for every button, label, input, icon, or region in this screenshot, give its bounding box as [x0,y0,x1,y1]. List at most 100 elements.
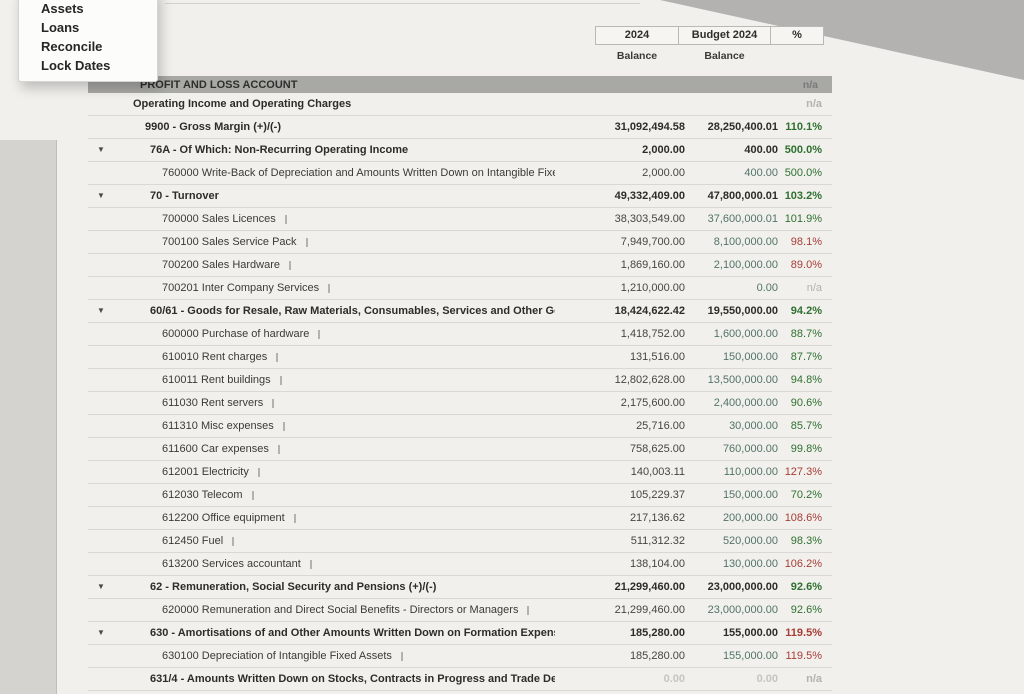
account-label: 611310 Misc expenses [88,420,555,432]
balance-2024-value: 25,716.00 [636,420,685,432]
account-label: 700000 Sales Licences [88,213,555,225]
column-header-2024[interactable]: 2024 [595,26,679,45]
info-marker-icon[interactable] [251,490,254,500]
balance-2024-value: 0.00 [663,673,685,685]
balance-budget-value: 2,400,000.00 [713,397,778,409]
balance-2024-value: 140,003.11 [630,466,685,478]
table-row[interactable]: 612450 Fuel 511,312.32 520,000.00 98.3% [88,530,832,553]
account-label: 612030 Telecom [88,489,555,501]
table-row[interactable]: 620000 Remuneration and Direct Social Be… [88,599,832,622]
table-row[interactable]: 9900 - Gross Margin (+)/(-) 31,092,494.58… [88,116,832,139]
info-marker-icon[interactable] [309,559,312,569]
balance-budget-value: 23,000,000.00 [707,604,778,616]
info-marker-icon[interactable] [328,283,331,293]
info-marker-icon[interactable] [289,260,292,270]
account-label-text: 612200 Office equipment [162,512,285,524]
account-label: 600000 Purchase of hardware [88,328,555,340]
table-row[interactable]: 700200 Sales Hardware 1,869,160.00 2,100,0… [88,254,832,277]
column-header-budget-2024[interactable]: Budget 2024 [678,26,771,45]
table-row[interactable]: 612001 Electricity 140,003.11 110,000.00 12… [88,461,832,484]
account-label: 610010 Rent charges [88,351,555,363]
account-label: 62 - Remuneration, Social Security and P… [88,581,555,593]
table-row[interactable]: ▼ 62 - Remuneration, Social Security and … [88,576,832,599]
table-row[interactable]: 610010 Rent charges 131,516.00 150,000.00 8… [88,346,832,369]
table-row[interactable]: 611310 Misc expenses 25,716.00 30,000.00 85… [88,415,832,438]
menu-item-assets[interactable]: Assets [41,1,84,16]
info-marker-icon[interactable] [272,398,275,408]
table-row[interactable]: 611030 Rent servers 2,175,600.00 2,400,000… [88,392,832,415]
table-row[interactable]: 700100 Sales Service Pack 7,949,700.00 8,1… [88,231,832,254]
info-marker-icon[interactable] [279,375,282,385]
table-row[interactable]: ▼ 70 - Turnover 49,332,409.00 47,800,000.01… [88,185,832,208]
menu-item-loans[interactable]: Loans [41,20,80,35]
balance-2024-value: 185,280.00 [629,627,685,639]
expand-arrow-icon[interactable]: ▼ [97,582,105,591]
menu-item-reconcile[interactable]: Reconcile [41,39,103,54]
info-marker-icon[interactable] [276,352,279,362]
expand-arrow-icon[interactable]: ▼ [97,191,105,200]
table-row[interactable]: ▼ 76A - Of Which: Non-Recurring Operating… [88,139,832,162]
percent-value: 94.8% [790,374,822,386]
info-marker-icon[interactable] [282,421,285,431]
toolbar-bottom-edge [165,3,640,4]
balance-budget-value: 28,250,400.01 [707,121,778,133]
info-marker-icon[interactable] [400,651,403,661]
info-marker-icon[interactable] [527,605,530,615]
account-label-text: 700200 Sales Hardware [162,259,281,271]
info-marker-icon[interactable] [257,467,260,477]
report-title-bar: PROFIT AND LOSS ACCOUNT n/a [88,76,832,93]
account-label-text: 612030 Telecom [162,489,243,501]
table-row[interactable]: 612030 Telecom 105,229.37 150,000.00 70.2% [88,484,832,507]
menu-item-lock-dates[interactable]: Lock Dates [41,58,111,73]
account-label: 700201 Inter Company Services [88,282,555,294]
percent-value: 127.3% [784,466,822,478]
table-row[interactable]: ▼ 60/61 - Goods for Resale, Raw Materials… [88,300,832,323]
info-marker-icon[interactable] [318,329,321,339]
percent-value: 92.6% [790,581,822,593]
info-marker-icon[interactable] [284,214,287,224]
expand-arrow-icon[interactable]: ▼ [97,628,105,637]
expand-arrow-icon[interactable]: ▼ [97,306,105,315]
table-row[interactable]: 610011 Rent buildings 12,802,628.00 13,500… [88,369,832,392]
table-row[interactable]: ▼ 630 - Amortisations of and Other Amount… [88,622,832,645]
percent-value: 500.0% [784,144,822,156]
percent-value: 500.0% [784,167,822,179]
info-marker-icon[interactable] [305,237,308,247]
info-marker-icon[interactable] [277,444,280,454]
table-row[interactable]: 700201 Inter Company Services 1,210,000.0… [88,277,832,300]
table-row[interactable]: Operating Income and Operating Charges n/… [88,93,832,116]
table-row[interactable]: 611600 Car expenses 758,625.00 760,000.00 9… [88,438,832,461]
balance-2024-value: 217,136.62 [629,512,685,524]
table-row[interactable]: 630100 Depreciation of Intangible Fixed … [88,645,832,668]
balance-budget-value: 150,000.00 [722,489,778,501]
table-row[interactable]: 612200 Office equipment 217,136.62 200,000… [88,507,832,530]
account-label-text: 760000 Write-Back of Depreciation and Am… [162,167,555,179]
percent-value: 119.5% [785,650,823,662]
table-row[interactable]: 700000 Sales Licences 38,303,549.00 37,600… [88,208,832,231]
percent-value: 90.6% [790,397,822,409]
table-row[interactable]: 600000 Purchase of hardware 1,418,752.00 1… [88,323,832,346]
balance-budget-value: 150,000.00 [722,351,778,363]
table-row[interactable]: 760000 Write-Back of Depreciation and Am… [88,162,832,185]
balance-2024-value: 2,000.00 [642,167,685,179]
percent-value: 108.6% [784,512,822,524]
info-marker-icon[interactable] [293,513,296,523]
balance-2024-value: 31,092,494.58 [614,121,685,133]
account-label-text: 62 - Remuneration, Social Security and P… [150,581,437,593]
table-row[interactable]: 613200 Services accountant 138,104.00 130,… [88,553,832,576]
info-marker-icon[interactable] [232,536,235,546]
account-label: 760000 Write-Back of Depreciation and Am… [88,167,555,179]
expand-arrow-icon[interactable]: ▼ [97,145,105,154]
percent-value: 88.7% [790,328,822,340]
balance-2024-value: 49,332,409.00 [614,190,685,202]
account-label-text: 612450 Fuel [162,535,224,547]
account-label: 611600 Car expenses [88,443,555,455]
percent-value: 94.2% [790,305,822,317]
column-header-percent[interactable]: % [770,26,824,45]
balance-budget-value: 30,000.00 [729,420,778,432]
percent-value: 98.1% [790,236,822,248]
percent-value: 119.5% [785,627,822,639]
table-row[interactable]: 631/4 - Amounts Written Down on Stocks, … [88,668,832,691]
percent-value: 101.9% [784,213,822,225]
account-label-text: 611600 Car expenses [162,443,269,455]
